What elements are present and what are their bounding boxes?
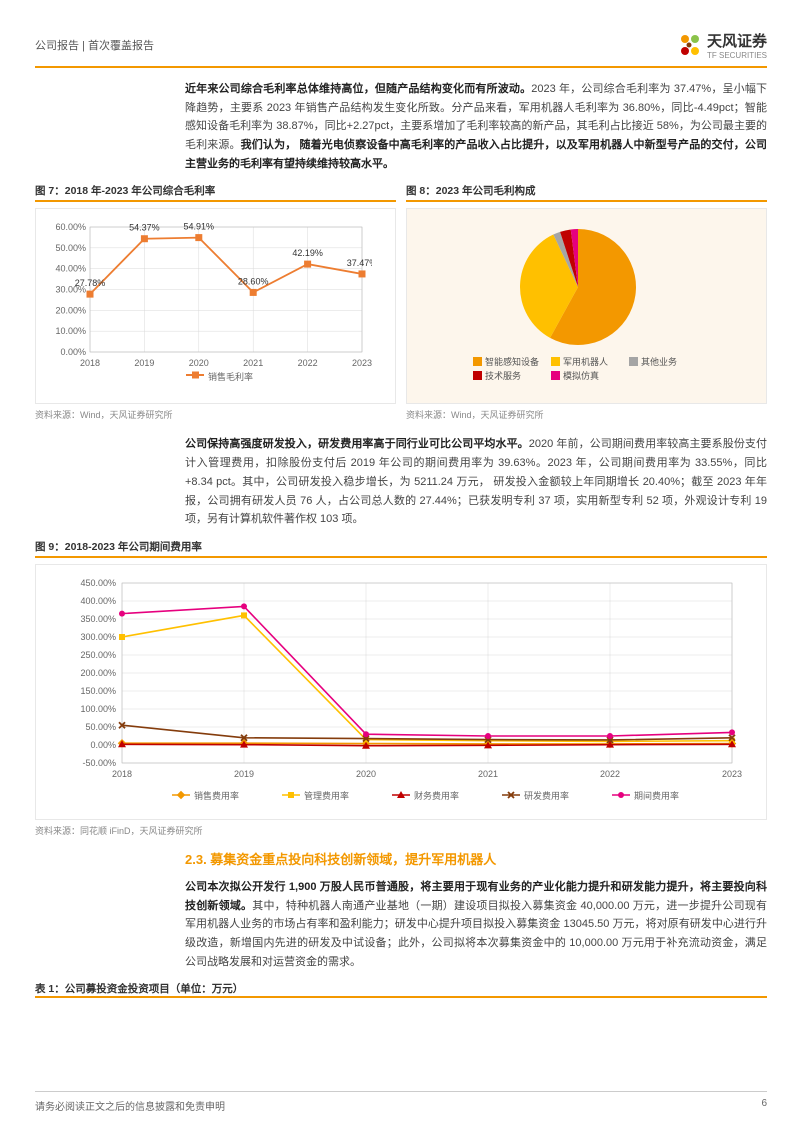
svg-text:2020: 2020	[189, 358, 209, 368]
svg-text:2022: 2022	[600, 769, 620, 779]
page-header: 公司报告 | 首次覆盖报告 天风证券 TF SECURITIES	[35, 30, 767, 68]
svg-text:250.00%: 250.00%	[80, 650, 116, 660]
svg-text:60.00%: 60.00%	[55, 222, 86, 232]
svg-text:54.91%: 54.91%	[184, 222, 215, 232]
section-2-3-title: 2.3. 募集资金重点投向科技创新领域，提升军用机器人	[185, 849, 767, 868]
svg-text:50.00%: 50.00%	[85, 722, 116, 732]
fig9-title: 图 9：2018-2023 年公司期间费用率	[35, 539, 767, 554]
svg-text:2018: 2018	[112, 769, 132, 779]
svg-text:20.00%: 20.00%	[55, 306, 86, 316]
svg-text:2021: 2021	[243, 358, 263, 368]
svg-text:技术服务: 技术服务	[485, 370, 521, 381]
logo-en: TF SECURITIES	[707, 51, 767, 60]
svg-text:37.47%: 37.47%	[347, 258, 372, 268]
svg-text:400.00%: 400.00%	[80, 596, 116, 606]
svg-text:42.19%: 42.19%	[292, 249, 323, 259]
footer-text: 请务必阅读正文之后的信息披露和免责申明	[35, 1098, 225, 1113]
svg-text:2020: 2020	[356, 769, 376, 779]
svg-text:200.00%: 200.00%	[80, 668, 116, 678]
svg-text:2018: 2018	[80, 358, 100, 368]
svg-text:2019: 2019	[134, 358, 154, 368]
paragraph-2: 公司保持高强度研发投入，研发费用率高于同行业可比公司平均水平。2020 年前，公…	[35, 435, 767, 528]
fig7-chart: 0.00%10.00%20.00%30.00%40.00%50.00%60.00…	[35, 208, 396, 404]
svg-text:28.60%: 28.60%	[238, 277, 269, 287]
fig7-title: 图 7：2018 年-2023 年公司综合毛利率	[35, 183, 396, 198]
svg-text:300.00%: 300.00%	[80, 632, 116, 642]
svg-text:研发费用率: 研发费用率	[524, 790, 569, 801]
fig8-title: 图 8：2023 年公司毛利构成	[406, 183, 767, 198]
paragraph-1: 近年来公司综合毛利率总体维持高位，但随产品结构变化而有所波动。2023 年，公司…	[35, 80, 767, 173]
fig7-source: 资料来源：Wind，天风证券研究所	[35, 408, 396, 421]
svg-text:50.00%: 50.00%	[55, 243, 86, 253]
svg-text:2023: 2023	[352, 358, 372, 368]
svg-text:100.00%: 100.00%	[80, 704, 116, 714]
svg-text:0.00%: 0.00%	[90, 740, 116, 750]
svg-text:2022: 2022	[298, 358, 318, 368]
svg-text:销售毛利率: 销售毛利率	[208, 371, 253, 382]
svg-text:期间费用率: 期间费用率	[634, 790, 679, 801]
breadcrumb: 公司报告 | 首次覆盖报告	[35, 37, 154, 53]
svg-text:10.00%: 10.00%	[55, 327, 86, 337]
svg-text:350.00%: 350.00%	[80, 614, 116, 624]
svg-text:-50.00%: -50.00%	[82, 758, 116, 768]
company-logo: 天风证券 TF SECURITIES	[675, 30, 767, 60]
svg-text:财务费用率: 财务费用率	[414, 790, 459, 801]
svg-text:管理费用率: 管理费用率	[304, 790, 349, 801]
table1-title: 表 1：公司募投资金投资项目（单位：万元）	[35, 981, 767, 996]
page-footer: 请务必阅读正文之后的信息披露和免责申明 6	[35, 1091, 767, 1113]
svg-text:2023: 2023	[722, 769, 742, 779]
fig9-chart: -50.00% 0.00% 50.00% 100.00% 150.00% 200.00% 2…	[35, 564, 767, 820]
paragraph-3: 公司本次拟公开发行 1,900 万股人民币普通股，将主要用于现有业务的产业化能力…	[35, 878, 767, 971]
svg-text:销售费用率: 销售费用率	[194, 790, 239, 801]
svg-text:40.00%: 40.00%	[55, 264, 86, 274]
page-number: 6	[761, 1098, 767, 1113]
logo-icon	[675, 31, 703, 59]
svg-text:2019: 2019	[234, 769, 254, 779]
svg-text:模拟仿真: 模拟仿真	[563, 370, 599, 381]
svg-text:27.78%: 27.78%	[75, 279, 106, 289]
svg-text:450.00%: 450.00%	[80, 578, 116, 588]
svg-text:0.00%: 0.00%	[60, 347, 86, 357]
svg-text:其他业务: 其他业务	[641, 356, 677, 367]
svg-text:智能感知设备: 智能感知设备	[485, 356, 539, 367]
svg-text:2021: 2021	[478, 769, 498, 779]
fig9-source: 资料来源：同花顺 iFinD，天风证券研究所	[35, 824, 767, 837]
logo-cn: 天风证券	[707, 30, 767, 51]
svg-text:军用机器人: 军用机器人	[563, 356, 608, 367]
fig8-chart: 智能感知设备 军用机器人 其他业务技术服务 模拟仿真	[406, 208, 767, 404]
svg-text:54.37%: 54.37%	[129, 223, 160, 233]
fig8-source: 资料来源：Wind，天风证券研究所	[406, 408, 767, 421]
svg-text:150.00%: 150.00%	[80, 686, 116, 696]
